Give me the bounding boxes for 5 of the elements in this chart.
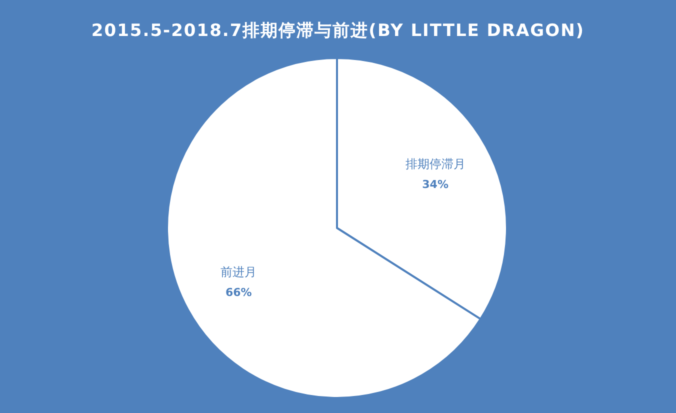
data-label: 34%	[422, 178, 448, 191]
data-label: 66%	[226, 286, 252, 300]
slice-label: 前进月	[220, 265, 257, 280]
chart-title: 2015.5-2018.7排期停滞与前进(BY LITTLE DRAGON)	[91, 21, 585, 41]
slice-label: 排期停滞月	[405, 156, 466, 171]
